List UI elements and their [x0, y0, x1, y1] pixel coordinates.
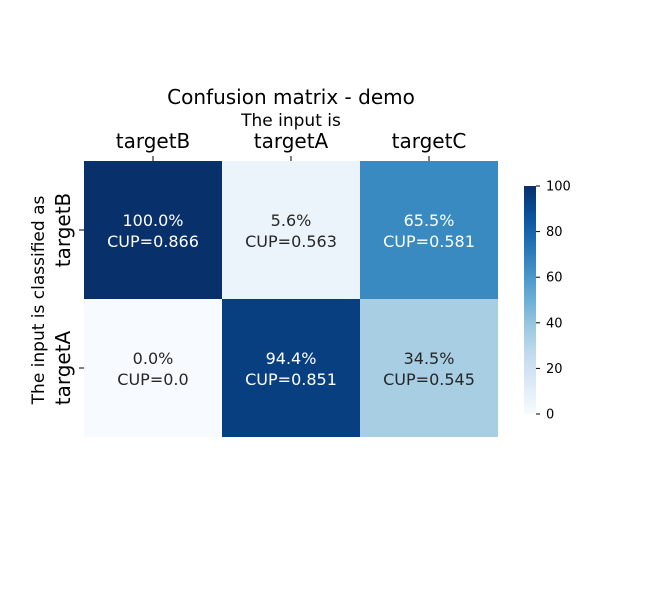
y-tick-label: targetB	[51, 193, 75, 268]
colorbar-ticks: 0 20 40 60 80 100	[536, 180, 571, 423]
cell-percent-label: 94.4%	[266, 349, 317, 368]
x-axis-ticks: targetB targetA targetC	[116, 129, 467, 161]
y-axis-ticks: targetB targetA	[51, 193, 84, 405]
cell-percent-label: 0.0%	[133, 349, 174, 368]
heatmap-cell	[222, 161, 360, 299]
x-tick-label: targetA	[254, 129, 329, 153]
cell-percent-label: 65.5%	[404, 211, 455, 230]
heatmap-cells: 100.0% CUP=0.866 5.6% CUP=0.563 65.5% CUP=0.5…	[84, 161, 498, 437]
heatmap-cell	[360, 299, 498, 437]
x-axis-label: The input is	[240, 111, 341, 131]
heatmap-cell	[84, 299, 222, 437]
x-tick-label: targetB	[116, 129, 191, 153]
y-axis-label: The input is classified as	[29, 196, 49, 406]
cell-cup-label: CUP=0.851	[245, 370, 337, 389]
colorbar-tick-label: 20	[546, 362, 563, 377]
x-tick-label: targetC	[392, 129, 467, 153]
y-tick-label: targetA	[51, 330, 75, 405]
cell-cup-label: CUP=0.545	[383, 370, 475, 389]
heatmap-cell	[360, 161, 498, 299]
cell-percent-label: 5.6%	[271, 211, 312, 230]
cell-cup-label: CUP=0.0	[117, 370, 188, 389]
cell-cup-label: CUP=0.581	[383, 232, 475, 251]
colorbar-tick-label: 60	[546, 271, 563, 286]
cell-cup-label: CUP=0.563	[245, 232, 337, 251]
cell-percent-label: 34.5%	[404, 349, 455, 368]
colorbar: 0 20 40 60 80 100	[524, 180, 571, 423]
chart-title: Confusion matrix - demo	[167, 85, 415, 109]
colorbar-tick-label: 80	[546, 225, 563, 240]
heatmap-cell	[84, 161, 222, 299]
colorbar-tick-label: 100	[546, 180, 571, 195]
colorbar-gradient	[524, 186, 536, 414]
colorbar-tick-label: 0	[546, 408, 554, 423]
cell-cup-label: CUP=0.866	[107, 232, 199, 251]
cell-percent-label: 100.0%	[122, 211, 183, 230]
heatmap-cell	[222, 299, 360, 437]
colorbar-tick-label: 40	[546, 316, 563, 331]
